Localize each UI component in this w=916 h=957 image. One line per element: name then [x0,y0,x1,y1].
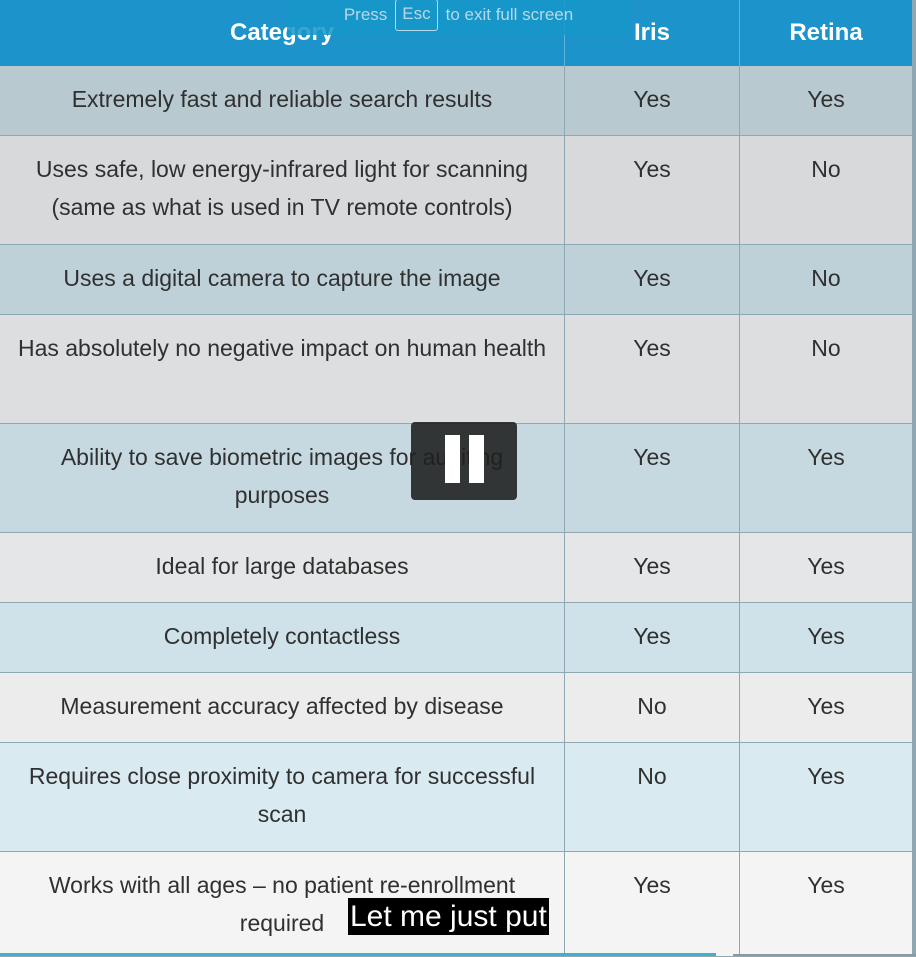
row-iris-value: Yes [565,603,740,673]
row-iris-value: Yes [565,852,740,957]
row-iris-value: Yes [565,66,740,136]
row-iris-value: Yes [565,136,740,245]
row-retina-value: Yes [740,852,912,957]
row-category: Completely contactless [0,603,565,673]
progress-line [0,953,716,956]
fullscreen-exit-text: to exit full screen [445,4,574,24]
row-retina-value: No [740,315,912,424]
row-retina-value: Yes [740,424,912,533]
pause-button[interactable] [411,422,517,500]
row-retina-value: Yes [740,533,912,603]
row-category: Extremely fast and reliable search resul… [0,66,565,136]
row-iris-value: No [565,743,740,852]
video-caption: Let me just put [348,898,549,935]
row-category: Measurement accuracy affected by disease [0,673,565,743]
row-iris-value: Yes [565,424,740,533]
row-iris-value: No [565,673,740,743]
divider-line [733,954,916,956]
row-retina-value: Yes [740,743,912,852]
row-retina-value: No [740,245,912,315]
row-iris-value: Yes [565,245,740,315]
table-right-border [912,0,916,957]
row-iris-value: Yes [565,315,740,424]
row-category: Uses a digital camera to capture the ima… [0,245,565,315]
fullscreen-press-text: Press [343,4,388,24]
row-category: Uses safe, low energy-infrared light for… [0,136,565,245]
row-iris-value: Yes [565,533,740,603]
row-retina-value: No [740,136,912,245]
row-retina-value: Yes [740,603,912,673]
row-retina-value: Yes [740,66,912,136]
row-category: Requires close proximity to camera for s… [0,743,565,852]
row-retina-value: Yes [740,673,912,743]
fullscreen-banner: Press Esc to exit full screen [287,0,630,35]
row-category: Has absolutely no negative impact on hum… [0,315,565,424]
esc-key: Esc [395,0,438,31]
row-category: Ideal for large databases [0,533,565,603]
header-retina: Retina [740,0,912,66]
